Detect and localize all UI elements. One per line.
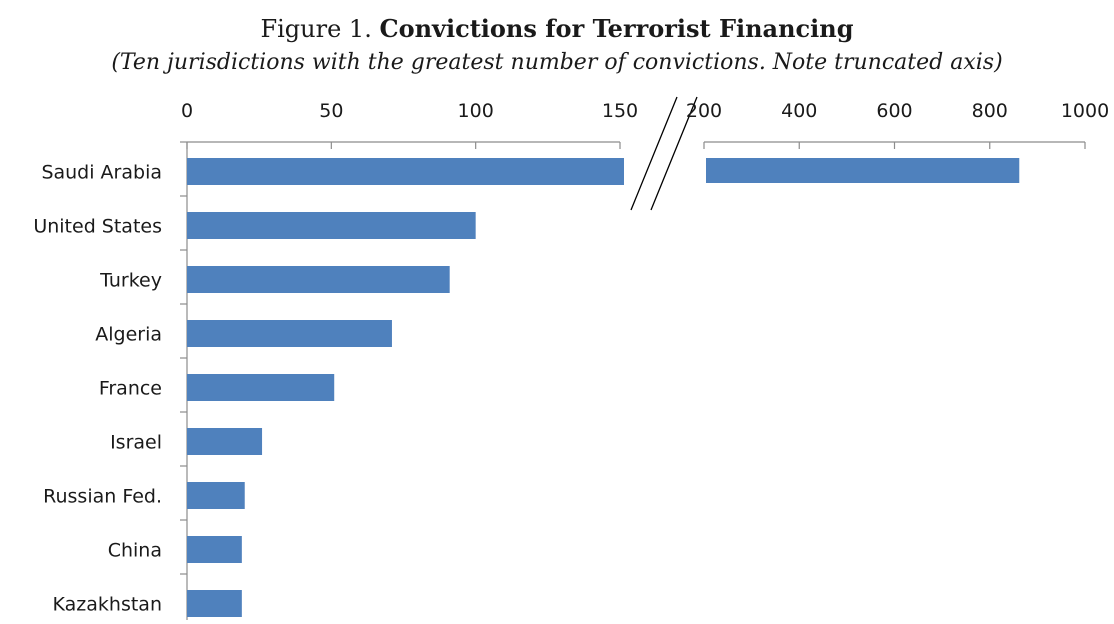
bar <box>187 266 450 293</box>
category-label: Saudi Arabia <box>41 162 162 184</box>
category-label: Israel <box>110 432 162 454</box>
label-layer: 0 50 100 150 200 400 600 800 1000 Saudi Arabia Uni… <box>33 100 1109 616</box>
x-tick-label: 1000 <box>1061 100 1109 122</box>
category-label: Kazakhstan <box>53 594 162 616</box>
bar-continued <box>706 158 1020 183</box>
bar-layer <box>187 158 1020 617</box>
axis-break-mark <box>650 96 698 211</box>
chart-title: Figure 1. Convictions for Terrorist Fina… <box>0 14 1114 43</box>
category-label: France <box>99 378 162 400</box>
x-tick-label: 50 <box>319 100 343 122</box>
x-tick-label: 150 <box>602 100 638 122</box>
x-tick-label: 200 <box>686 100 722 122</box>
bar <box>187 158 624 185</box>
bar <box>187 428 263 455</box>
chart-subtitle: (Ten jurisdictions with the greatest num… <box>111 50 1003 75</box>
bar <box>187 374 335 401</box>
category-label: Algeria <box>95 324 162 346</box>
x-tick-label: 0 <box>181 100 193 122</box>
chart-title-main: Convictions for Terrorist Financing <box>379 14 854 43</box>
x-tick-label: 100 <box>458 100 494 122</box>
chart-title-prefix: Figure 1. <box>260 15 372 43</box>
axis-break-mark <box>630 96 678 211</box>
category-label: China <box>108 540 162 562</box>
bar <box>187 320 392 347</box>
bar <box>187 212 476 239</box>
x-tick-label: 400 <box>781 100 817 122</box>
category-label: Russian Fed. <box>43 486 162 508</box>
x-tick-label: 800 <box>972 100 1008 122</box>
category-label: Turkey <box>99 270 162 292</box>
category-label: United States <box>33 216 162 238</box>
bar <box>187 590 242 617</box>
bar <box>187 536 242 563</box>
bar <box>187 482 245 509</box>
x-tick-label: 600 <box>876 100 912 122</box>
